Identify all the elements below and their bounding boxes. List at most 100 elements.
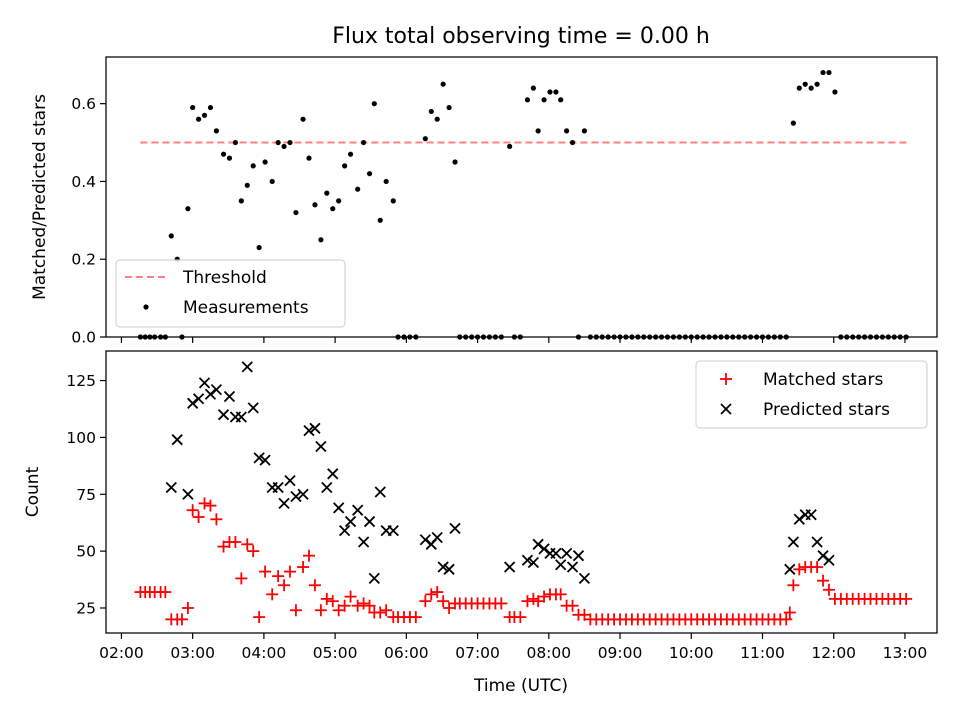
top-y-ticks: 0.0 0.2 0.4 0.6 [71, 95, 106, 346]
measurement-point [391, 198, 396, 203]
top-y-tick-label: 0.4 [71, 173, 96, 191]
measurement-point [293, 210, 298, 215]
chart-title: Flux total observing time = 0.00 h [332, 24, 710, 49]
measurement-point [190, 105, 195, 110]
measurement-point [324, 191, 329, 196]
measurement-point [814, 82, 819, 87]
measurement-point [257, 245, 262, 250]
bottom-x-tick-label: 03:00 [170, 644, 215, 662]
measurement-point [507, 144, 512, 149]
measurement-point [330, 206, 335, 211]
measurement-point [251, 163, 256, 168]
bottom-x-tick-label: 08:00 [526, 644, 571, 662]
bottom-x-tick-label: 02:00 [99, 644, 144, 662]
measurement-point [564, 128, 569, 133]
measurement-point [306, 156, 311, 161]
bottom-x-tick-label: 06:00 [384, 644, 429, 662]
bottom-y-tick-label: 25 [76, 599, 96, 617]
measurement-point [384, 179, 389, 184]
measurement-point [245, 183, 250, 188]
measurement-point [429, 109, 434, 114]
measurement-point [227, 156, 232, 161]
measurement-point [276, 140, 281, 145]
measurement-point [570, 140, 575, 145]
bottom-y-tick-label: 75 [76, 486, 96, 504]
measurement-point [832, 89, 837, 94]
legend-measurements-marker [143, 304, 148, 309]
bottom-x-ticks: 02:00 03:00 04:00 05:00 06:00 07:00 08:00 09:00… [99, 633, 927, 662]
measurement-point [558, 97, 563, 102]
measurement-point [318, 237, 323, 242]
measurement-point [336, 198, 341, 203]
measurement-point [342, 163, 347, 168]
bottom-y-tick-label: 125 [66, 372, 96, 390]
bottom-x-tick-label: 12:00 [811, 644, 856, 662]
measurement-point [208, 105, 213, 110]
measurement-point [169, 233, 174, 238]
bottom-x-tick-label: 05:00 [313, 644, 358, 662]
measurement-point [446, 105, 451, 110]
top-y-axis-label: Matched/Predicted stars [30, 94, 50, 300]
legend-matched-label: Matched stars [763, 370, 883, 390]
bottom-y-tick-label: 50 [76, 543, 96, 561]
measurement-point [525, 97, 530, 102]
measurement-point [361, 140, 366, 145]
measurement-point [355, 187, 360, 192]
measurement-point [536, 128, 541, 133]
measurement-point [221, 152, 226, 157]
measurement-point [367, 171, 372, 176]
legend-threshold-label: Threshold [182, 268, 267, 288]
bottom-x-tick-label: 10:00 [669, 644, 714, 662]
measurement-point [582, 128, 587, 133]
measurement-point [281, 144, 286, 149]
measurement-point [378, 218, 383, 223]
bottom-panel: 25 50 75 100 125 02:00 03:00 04:00 05:00 06:00 07… [23, 351, 937, 696]
measurement-point [541, 97, 546, 102]
top-panel: Flux total observing time = 0.00 h 0.00.… [30, 24, 937, 347]
measurement-point [270, 179, 275, 184]
bottom-x-axis-label: Time (UTC) [473, 676, 568, 696]
measurement-point [435, 117, 440, 122]
measurement-point [820, 70, 825, 75]
measurement-point [239, 198, 244, 203]
chart-svg: Flux total observing time = 0.00 h 0.00.… [0, 0, 960, 720]
top-y-tick-label: 0.0 [71, 329, 96, 347]
measurement-point [300, 117, 305, 122]
measurement-point [233, 140, 238, 145]
bottom-y-tick-label: 100 [66, 429, 96, 447]
measurement-point [312, 202, 317, 207]
top-y-tick-label: 0.6 [71, 95, 96, 113]
measurement-point [185, 206, 190, 211]
bottom-x-tick-label: 09:00 [598, 644, 643, 662]
bottom-y-ticks: 25 50 75 100 125 [66, 372, 106, 617]
measurement-point [809, 86, 814, 91]
bottom-legend: Matched stars Predicted stars [696, 361, 927, 428]
measurement-point [797, 86, 802, 91]
measurement-point [553, 89, 558, 94]
measurement-point [372, 101, 377, 106]
bottom-x-tick-label: 04:00 [242, 644, 287, 662]
measurement-point [348, 152, 353, 157]
measurement-point [452, 159, 457, 164]
measurement-point [202, 113, 207, 118]
measurement-point [547, 89, 552, 94]
bottom-y-axis-label: Count [23, 466, 43, 517]
measurement-point [262, 159, 267, 164]
measurement-point [214, 128, 219, 133]
measurement-point [803, 82, 808, 87]
measurement-point [423, 136, 428, 141]
measurement-point [826, 70, 831, 75]
bottom-x-tick-label: 13:00 [883, 644, 928, 662]
bottom-x-tick-label: 11:00 [740, 644, 785, 662]
legend-measurements-label: Measurements [183, 298, 309, 318]
measurement-point [441, 82, 446, 87]
top-y-tick-label: 0.2 [71, 251, 96, 269]
measurement-point [791, 121, 796, 126]
measurement-point [531, 86, 536, 91]
measurement-point [287, 140, 292, 145]
measurement-point [196, 117, 201, 122]
top-legend: Threshold Measurements [116, 260, 345, 327]
legend-predicted-label: Predicted stars [763, 400, 890, 420]
bottom-x-tick-label: 07:00 [455, 644, 500, 662]
figure: Flux total observing time = 0.00 h 0.0 0.… [0, 0, 960, 720]
